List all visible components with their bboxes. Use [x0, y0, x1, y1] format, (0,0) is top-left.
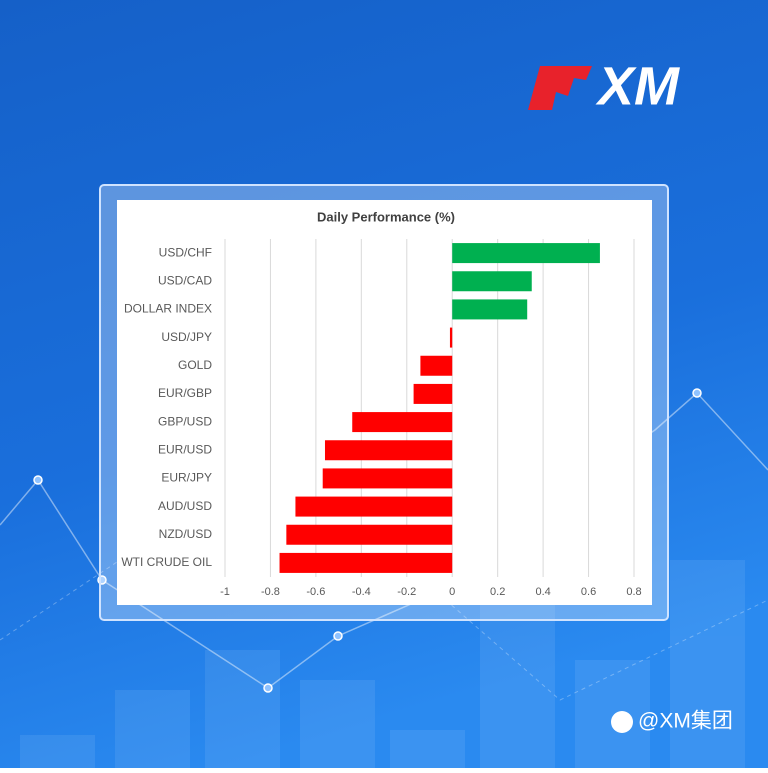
x-tick-label: -0.2: [397, 586, 416, 598]
x-tick-label: 0: [449, 586, 455, 598]
plot: -1 -0.8 -0.6 -0.4 -0.2 0 0.2 0.4 0.6 0.8 USD/CHF US…: [121, 239, 642, 598]
bar: [322, 468, 453, 489]
y-tick-label: EUR/USD: [158, 442, 212, 456]
bar: [452, 271, 532, 292]
y-tick-label: USD/JPY: [161, 330, 212, 344]
x-tick-label: -0.8: [261, 586, 280, 598]
bar: [452, 243, 600, 264]
x-tick-label: 0.2: [490, 586, 505, 598]
y-tick-label: USD/CAD: [158, 273, 212, 287]
y-tick-label: AUD/USD: [158, 499, 212, 513]
x-tick-label: 0.4: [535, 586, 550, 598]
watermark-icon: [611, 711, 633, 733]
x-tick-label: -1: [220, 586, 230, 598]
y-tick-label: GBP/USD: [158, 414, 212, 428]
bar: [286, 524, 453, 545]
chart-title: Daily Performance (%): [317, 209, 455, 224]
watermark: @XM集团: [638, 710, 733, 733]
bar: [449, 327, 453, 348]
bar: [279, 552, 453, 573]
y-tick-label: USD/CHF: [159, 245, 212, 259]
y-tick-label: DOLLAR INDEX: [124, 302, 212, 316]
x-tick-label: 0.6: [581, 586, 596, 598]
decor-bars: [20, 560, 745, 768]
x-tick-label: -0.6: [306, 586, 325, 598]
bar: [352, 412, 453, 433]
y-tick-label: GOLD: [178, 358, 212, 372]
bar: [420, 355, 453, 376]
bar: [324, 440, 453, 461]
y-tick-label: NZD/USD: [159, 527, 213, 541]
bar: [413, 383, 453, 404]
x-tick-label: -0.4: [352, 586, 371, 598]
bar: [452, 299, 528, 320]
y-tick-label: WTI CRUDE OIL: [121, 555, 212, 569]
x-tick-label: 0.8: [626, 586, 641, 598]
y-tick-label: EUR/JPY: [161, 471, 212, 485]
bar: [295, 496, 453, 517]
logo-mark: [528, 66, 592, 110]
logo: XM: [595, 56, 680, 116]
decor-line: [0, 391, 768, 689]
y-tick-label: EUR/GBP: [158, 386, 212, 400]
decor-dots: [33, 388, 702, 693]
